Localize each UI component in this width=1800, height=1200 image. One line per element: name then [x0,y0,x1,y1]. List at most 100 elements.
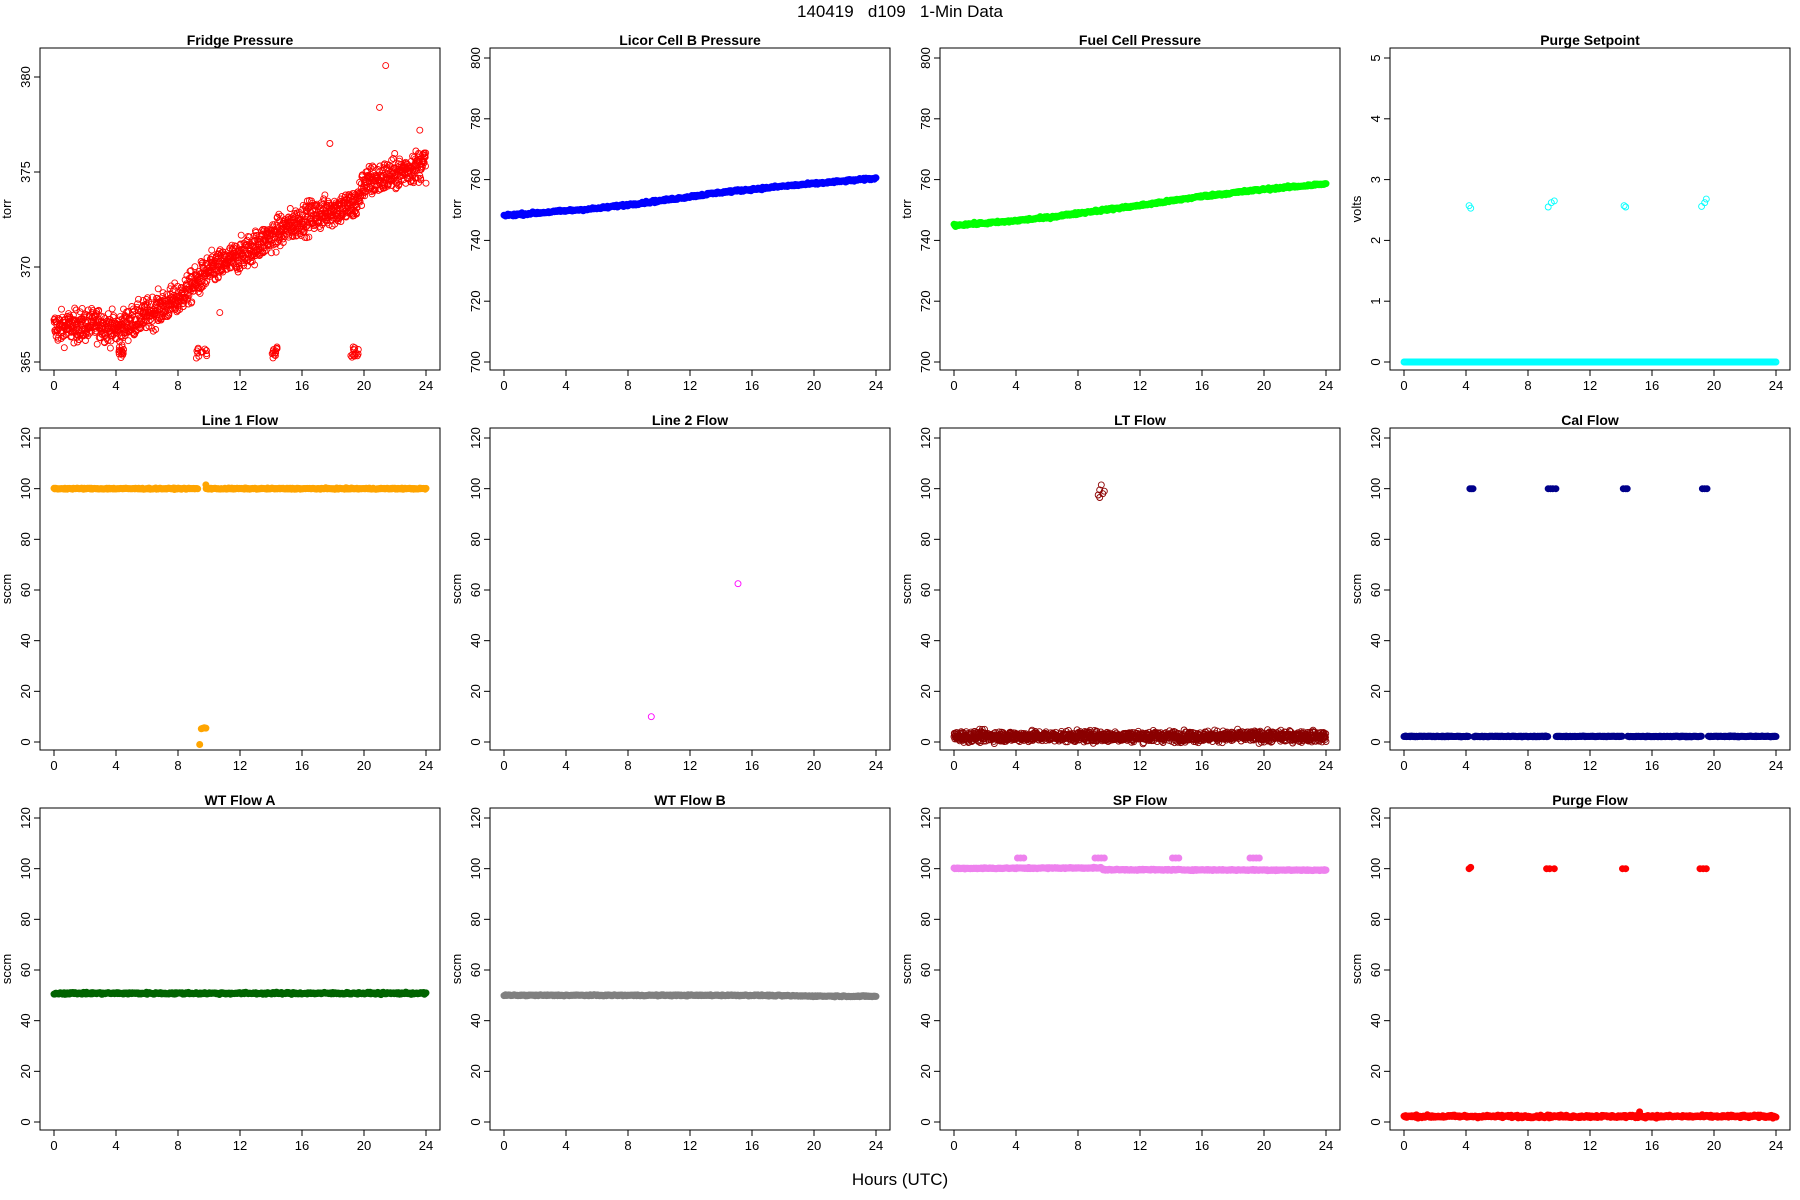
y-tick-label: 700 [468,351,483,373]
data-point [376,103,383,111]
data-point [240,262,248,270]
data-point [1322,180,1330,188]
data-point [420,158,428,166]
data-point [416,126,424,134]
y-tick-label: 100 [918,478,933,500]
panel-title: Fridge Pressure [187,32,294,48]
data-point [391,150,399,157]
y-tick-label: 370 [18,256,33,278]
data-point [321,191,329,199]
y-tick-label: 120 [918,427,933,449]
data-point [350,190,358,198]
data-point [271,351,278,359]
x-tick-label: 12 [1133,758,1147,773]
x-tick-label: 24 [419,378,433,393]
data-point [124,308,132,315]
y-tick-label: 720 [468,290,483,312]
data-point [422,149,430,157]
data-point [326,140,334,147]
data-point [51,314,59,322]
y-tick-label: 0 [468,738,483,745]
plot-frame [939,427,1341,751]
data-point [272,248,280,256]
panel-title: Line 2 Flow [652,412,728,428]
y-tick-label: 80 [468,532,483,546]
y-axis-label: volts [1349,195,1364,222]
y-tick-label: 20 [918,684,933,698]
data-point [292,232,300,240]
data-point [58,305,65,313]
data-point [71,304,79,312]
data-point [421,153,429,161]
y-tick-label: 365 [18,351,33,373]
data-point [370,163,378,171]
x-tick-label: 16 [1195,758,1209,773]
plot-frame [489,427,891,751]
data-point [264,236,272,244]
x-tick-label: 12 [683,378,697,393]
y-tick-label: 40 [468,633,483,647]
x-tick-label: 20 [357,378,371,393]
data-point [302,223,310,231]
x-tick-label: 8 [174,758,181,773]
y-tick-label: 2 [1368,237,1383,244]
x-tick-label: 4 [1012,378,1019,393]
data-point [202,481,210,489]
data-point [312,202,320,210]
data-point [422,179,430,187]
data-point [365,163,373,170]
panel-title: Fuel Cell Pressure [1079,32,1201,48]
data-point [422,162,429,170]
data-point [149,327,157,335]
data-point [159,289,167,297]
data-point [69,311,77,319]
y-tick-label: 0 [918,738,933,745]
data-point [203,347,210,355]
x-tick-label: 4 [1462,378,1469,393]
data-point [191,263,199,271]
data-point [274,238,282,246]
data-point [261,247,269,255]
data-point [154,285,162,293]
data-point [199,348,207,356]
y-tick-label: 40 [918,633,933,647]
panel-title: LT Flow [1114,412,1166,428]
x-tick-label: 16 [1195,378,1209,393]
x-tick-label: 0 [500,378,507,393]
y-tick-label: 3 [1368,176,1383,183]
x-tick-label: 4 [562,378,569,393]
data-point [367,164,375,172]
data-point [59,333,67,340]
data-point [60,344,68,352]
y-axis-label: torr [899,199,914,219]
x-tick-label: 12 [1583,378,1597,393]
data-point [196,741,204,748]
y-tick-label: 0 [18,738,33,745]
y-tick-label: 80 [18,532,33,546]
data-point [186,278,194,285]
y-axis-label: sccm [0,574,14,604]
x-tick-label: 8 [174,378,181,393]
y-tick-label: 740 [468,230,483,252]
data-point [371,186,379,194]
data-point [54,334,62,342]
data-point [313,200,321,208]
y-tick-label: 780 [468,108,483,130]
data-point [207,271,215,279]
x-tick-label: 16 [295,758,309,773]
data-point [337,218,345,225]
y-axis-label: torr [0,199,14,219]
data-point [305,233,313,241]
data-point [1702,195,1710,203]
data-point [419,158,427,166]
y-tick-label: 375 [18,161,33,183]
y-tick-label: 20 [468,684,483,698]
data-point [872,174,880,182]
data-point [149,293,156,301]
x-tick-label: 12 [233,758,247,773]
y-axis-label: sccm [449,574,464,604]
x-tick-label: 4 [112,378,119,393]
data-point [349,343,357,351]
data-point [273,345,281,353]
